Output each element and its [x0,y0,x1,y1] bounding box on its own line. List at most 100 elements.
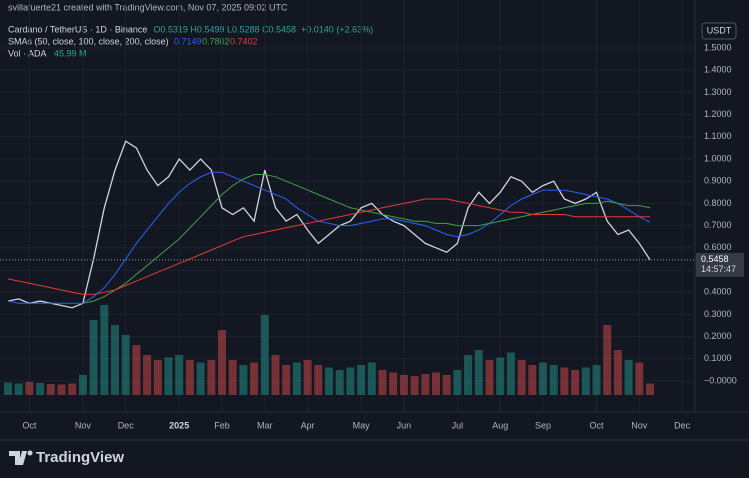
volume-bar [613,350,622,395]
volume-bar [250,362,259,395]
y-tick-label: −0.0000 [704,375,737,385]
volume-bar [282,365,291,395]
volume-bar [335,370,344,395]
volume-bar [581,367,590,395]
volume-bar [164,357,173,395]
x-tick-label: Mar [257,420,273,430]
currency: USDT [707,25,732,35]
y-tick-label: 0.7000 [704,220,732,230]
volume-bar [78,375,87,395]
logo [9,450,33,465]
volume-bar [410,376,419,395]
volume-bar [89,320,98,395]
y-tick-label: 1.2000 [704,109,732,119]
volume-bar [46,384,55,395]
x-tick-label: Apr [301,420,315,430]
sma-label: SMAs (50, close, 100, close, 200, close) [8,36,169,46]
x-tick-label: May [353,420,371,430]
plot [0,0,695,412]
volume-bar [185,360,194,395]
y-tick-label: 0.8000 [704,198,732,208]
volume-bar [442,375,451,395]
sma100-value: 0.7802 [202,36,230,46]
volume-bar [196,362,205,395]
logo-text: TradingView [36,449,124,466]
volume-bar [421,374,430,395]
y-tick-label: 0.3000 [704,309,732,319]
volume-bar [464,355,473,395]
volume-bar [399,375,408,395]
volume-bar [496,357,505,395]
volume-bar [603,325,612,395]
x-tick-label: Aug [492,420,508,430]
countdown: 14:57:47 [701,264,736,274]
x-tick-label: Feb [214,420,230,430]
volume-bar [592,365,601,395]
y-tick-label: 1.3000 [704,87,732,97]
volume-bar [635,362,644,395]
volume-bar [121,335,130,395]
y-tick-label: 0.4000 [704,287,732,297]
volume-bar [4,382,12,395]
volume-bar [367,362,376,395]
x-tick-label: Jul [452,420,464,430]
last-price-label: 0.5458 [701,254,729,264]
volume-bar [485,360,494,395]
x-tick-label: Dec [118,420,135,430]
volume-bar [528,365,537,395]
volume-bar [517,360,526,395]
volume-bar [207,360,216,395]
volume-bar [549,365,558,395]
x-tick-label: Oct [22,420,37,430]
y-tick-label: 0.9000 [704,176,732,186]
credit: svillafuerte21 created with TradingView.… [8,2,288,12]
x-tick-label: 2025 [169,420,189,430]
volume-bar [314,365,323,395]
volume-bar [292,362,301,395]
x-tick-label: Jun [397,420,412,430]
sma-line [7,171,651,304]
y-tick-label: 1.5000 [704,42,732,52]
logo-icon [9,451,27,465]
volume-bar [111,325,119,395]
volume-bar [506,352,515,395]
volume-bar [228,360,237,395]
volume-bar [432,372,440,395]
volume-bar [153,360,162,395]
volume-bar [646,383,654,395]
volume-label: Vol · ADA [8,48,47,58]
sma200-value: 0.7402 [230,36,258,46]
volume-bar [325,367,333,395]
volume-bar [571,370,580,395]
volume-bar [14,383,23,395]
x-tick-label: Sep [535,420,551,430]
volume-bar [357,365,366,395]
volume-bar [271,355,280,395]
volume-bar [57,384,66,395]
symbol-title: Cardano / TetherUS · 1D · Binance [8,24,147,34]
x-tick-label: Dec [674,420,691,430]
volume-bar [25,382,34,395]
volume-value: 45.99 M [54,48,87,58]
currency-box [701,22,737,40]
y-tick-label: 1.0000 [704,153,732,163]
sma-line [7,198,650,295]
volume-bar [132,345,141,395]
change: +0.0140 (+2.63%) [301,24,373,34]
volume-bar [239,365,248,395]
x-tick-label: Nov [75,420,92,430]
x-tick-label: Oct [589,420,604,430]
sma50-value: 0.7149 [174,36,202,46]
volume-bar [378,370,387,395]
last-price-box [696,252,744,277]
y-tick-label: 0.2000 [704,331,732,341]
volume-bar [100,305,109,395]
volume-bar [303,360,312,395]
volume-bar [389,372,398,395]
volume-bar [346,367,355,395]
ohlc: O0.5319 H0.5499 L0.5288 C0.5458 [153,24,296,34]
volume-bar [624,360,633,395]
y-tick-label: 1.4000 [704,65,732,75]
